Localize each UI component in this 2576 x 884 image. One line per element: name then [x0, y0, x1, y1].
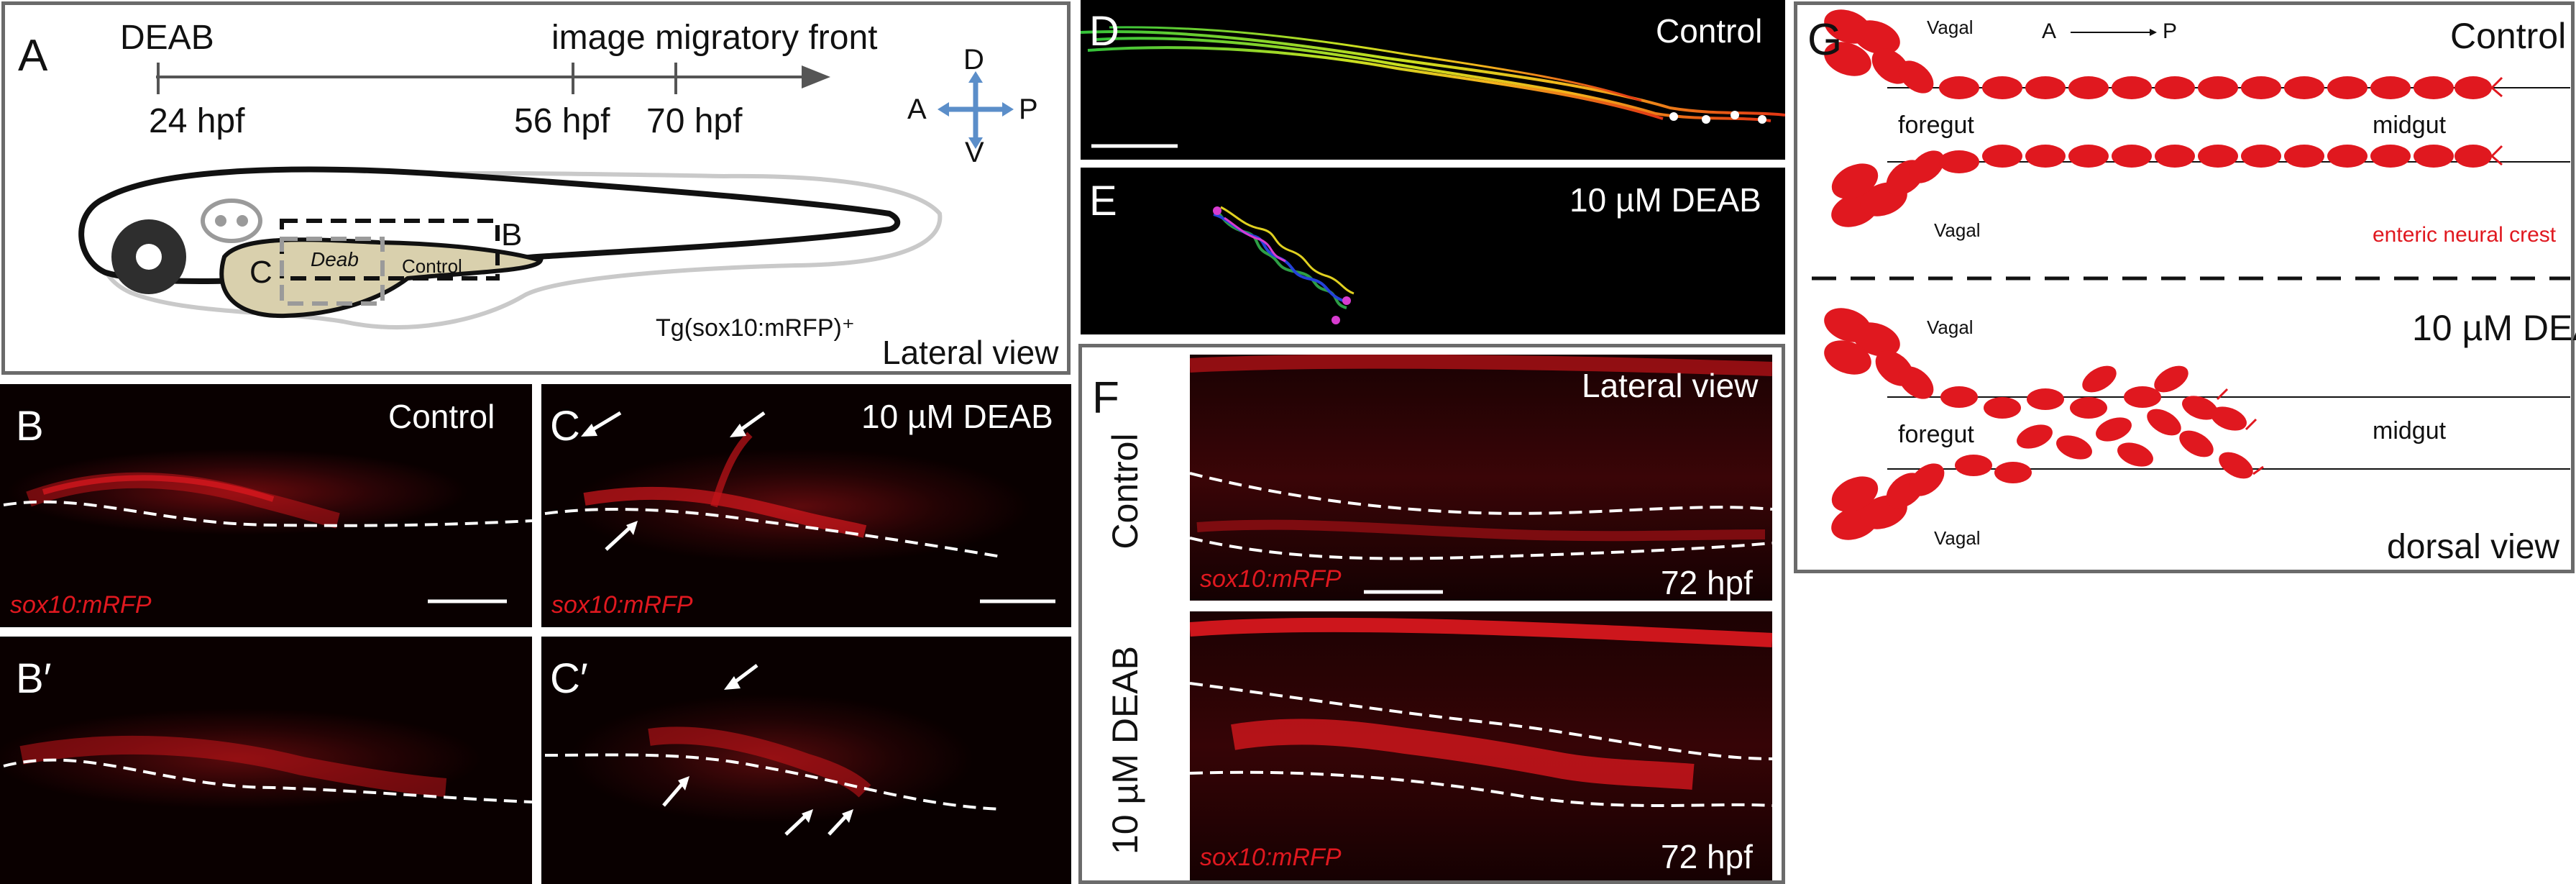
box-c-label: C [249, 255, 272, 290]
panel-b-prime-image: B′ [0, 637, 532, 884]
box-b-label: B [501, 217, 523, 252]
panel-f-letter: F [1092, 373, 1119, 423]
box-control-label: Control [402, 255, 462, 277]
panel-b-image: B Control sox10:mRFP [0, 384, 532, 627]
panel-c-letter: C [550, 403, 580, 450]
panel-c-marker: sox10:mRFP [551, 591, 693, 619]
legend-enteric-neural-crest: enteric neural crest [2373, 223, 2557, 247]
panel-b-marker: sox10:mRFP [10, 591, 152, 619]
deab-vagal-top: Vagal [1927, 316, 1974, 338]
panel-f-marker-bottom: sox10:mRFP [1200, 844, 1342, 871]
panel-f-view: Lateral view [1582, 367, 1759, 404]
panel-f-deab-drawing [1190, 617, 1772, 807]
panel-b-condition: Control [388, 398, 495, 435]
deab-midgut: midgut [2373, 417, 2447, 445]
view-label: Lateral view [882, 334, 1059, 371]
panel-g-axis-anterior: A [2042, 19, 2057, 43]
panel-a-drawing [78, 63, 1014, 329]
timeline-tick-24: 24 hpf [149, 102, 245, 140]
panel-e-image: E 10 µM DEAB [1081, 168, 1785, 334]
panel-c-drawing [544, 411, 1055, 603]
panel-g-axis-posterior: P [2163, 19, 2178, 43]
panel-a: A DEAB image migratory front 24 hpf 56 h… [1, 1, 1071, 375]
panel-f: F Control 10 µM DEAB Lateral view sox10:… [1078, 344, 1785, 884]
panel-f-stage-top: 72 hpf [1661, 564, 1753, 601]
axis-posterior-label: P [1019, 94, 1038, 125]
control-vagal-bottom: Vagal [1934, 219, 1981, 241]
panel-f-stage-bottom: 72 hpf [1661, 838, 1753, 875]
panel-c-prime-drawing [544, 664, 1002, 836]
panel-d-condition: Control [1656, 12, 1763, 50]
panel-g-drawing [1812, 9, 2570, 540]
panel-e-letter: E [1089, 178, 1117, 224]
panel-f-deab-image: sox10:mRFP 72 hpf [1190, 611, 1772, 880]
panel-b-drawing [3, 472, 532, 603]
panel-b-letter: B [16, 403, 44, 450]
timeline-tick-56: 56 hpf [514, 102, 610, 140]
control-title: Control [2450, 16, 2567, 56]
panel-g-view: dorsal view [2387, 528, 2560, 566]
box-deab-label: Deab [311, 248, 359, 270]
panel-c-prime-image: C′ [541, 637, 1071, 884]
panel-g-letter: G [1807, 15, 1843, 65]
panel-f-marker-top: sox10:mRFP [1200, 565, 1342, 593]
panel-f-row-control: Control [1105, 433, 1145, 550]
panel-d-image: D Control [1081, 0, 1785, 160]
panel-c-image: C 10 µM DEAB sox10:mRFP [541, 384, 1071, 627]
control-foregut: foregut [1898, 111, 1974, 139]
panel-f-control-drawing [1190, 355, 1772, 594]
panel-d-letter: D [1089, 8, 1119, 55]
panel-e-condition: 10 µM DEAB [1569, 181, 1761, 219]
axis-dorsal-label: D [963, 44, 984, 76]
panel-f-row-deab: 10 µM DEAB [1105, 645, 1145, 855]
panel-b-prime-drawing [3, 735, 532, 803]
panel-d-tracks [1081, 26, 1785, 148]
axis-ventral-label: V [965, 137, 984, 168]
deab-title: 10 µM DEAB [2412, 308, 2576, 348]
deab-foregut: foregut [1898, 421, 1974, 448]
control-midgut: midgut [2373, 111, 2447, 139]
timeline-tick-70: 70 hpf [646, 102, 743, 140]
panel-a-letter: A [18, 31, 48, 81]
panel-b-prime-letter: B′ [16, 655, 52, 702]
panel-c-condition: 10 µM DEAB [861, 398, 1053, 435]
axis-anterior-label: A [907, 94, 927, 125]
timeline-end-event: image migratory front [551, 19, 878, 57]
control-vagal-top: Vagal [1927, 17, 1974, 38]
panel-c-prime-letter: C′ [550, 655, 588, 702]
transgene-label: Tg(sox10:mRFP)⁺ [656, 314, 855, 342]
panel-g: G A P Control Vagal foregut midgut Vagal… [1794, 1, 2576, 573]
panel-f-control-image: Lateral view sox10:mRFP 72 hpf [1190, 355, 1772, 601]
deab-vagal-bottom: Vagal [1934, 527, 1981, 549]
timeline-start-event: DEAB [120, 19, 214, 57]
panel-e-tracks [1213, 206, 1355, 324]
